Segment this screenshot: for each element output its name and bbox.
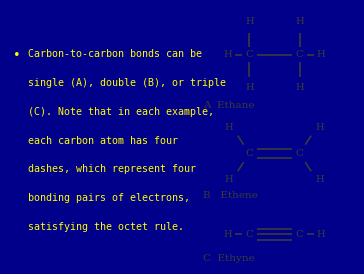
Text: satisfying the octet rule.: satisfying the octet rule.: [28, 222, 184, 232]
Text: bonding pairs of electrons,: bonding pairs of electrons,: [28, 193, 190, 203]
Text: C: C: [296, 50, 304, 59]
Text: A  Ethane: A Ethane: [203, 101, 254, 110]
Text: C: C: [296, 149, 304, 158]
Text: H: H: [316, 175, 324, 184]
Text: single (A), double (B), or triple: single (A), double (B), or triple: [28, 78, 226, 88]
Text: H: H: [225, 175, 233, 184]
Text: H: H: [317, 230, 325, 239]
Text: dashes, which represent four: dashes, which represent four: [28, 164, 196, 174]
Text: •: •: [13, 49, 20, 62]
Text: C: C: [296, 230, 304, 239]
Text: (C). Note that in each example,: (C). Note that in each example,: [28, 107, 214, 117]
Text: Carbon-to-carbon bonds can be: Carbon-to-carbon bonds can be: [28, 49, 202, 59]
Text: H: H: [245, 18, 254, 26]
Text: H: H: [223, 230, 232, 239]
Text: H: H: [223, 50, 232, 59]
Text: C: C: [245, 230, 253, 239]
Text: C: C: [245, 50, 253, 59]
Text: H: H: [225, 123, 233, 132]
Text: B   Ethene: B Ethene: [203, 192, 258, 200]
Text: C  Ethyne: C Ethyne: [203, 255, 254, 263]
Text: each carbon atom has four: each carbon atom has four: [28, 136, 178, 145]
Text: H: H: [317, 50, 325, 59]
Text: H: H: [295, 83, 304, 92]
Text: H: H: [245, 83, 254, 92]
Text: H: H: [316, 123, 324, 132]
Text: H: H: [295, 18, 304, 26]
Text: C: C: [245, 149, 253, 158]
